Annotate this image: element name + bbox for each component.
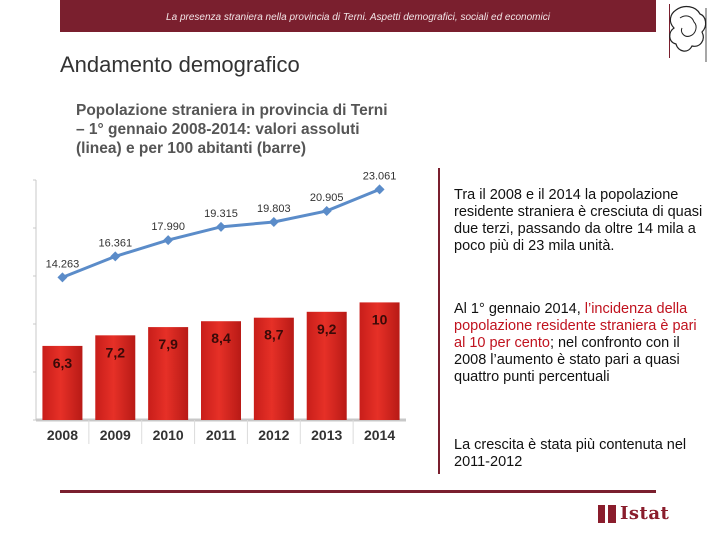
- line-point-2011: [216, 221, 226, 232]
- line-label-2010: 17.990: [151, 221, 185, 233]
- logo-crest: [662, 2, 714, 64]
- line-point-2009: [110, 251, 121, 262]
- paragraph-growth: Tra il 2008 e il 2014 la popolazione res…: [454, 187, 703, 254]
- x-tick-2013: 2013: [311, 427, 342, 443]
- bar-2014: [359, 302, 400, 420]
- paragraph-incidence-tail: ; nel confronto con il 2008 l’aumento è …: [454, 335, 680, 385]
- line-point-2010: [163, 235, 174, 246]
- paragraph-slowdown: La crescita è stata più contenuta nel 20…: [454, 437, 687, 470]
- bar-label-2014: 10: [372, 311, 388, 327]
- bar-2013: [306, 311, 347, 420]
- line-point-2013: [321, 205, 332, 216]
- x-tick-2012: 2012: [258, 427, 289, 443]
- footer-divider: [60, 490, 656, 493]
- line-label-2009: 16.361: [98, 237, 132, 249]
- chart: 6,3 2008 7,2 2009 7,9 2010 8,4 2011 8,7 2012 9,2 20…: [33, 170, 406, 444]
- line-label-2012: 19.803: [257, 203, 291, 215]
- bar-label-2012: 8,7: [264, 327, 284, 343]
- bar-2008: [42, 345, 83, 420]
- istat-logo: Istat: [598, 503, 669, 524]
- bar-label-2009: 7,2: [106, 344, 126, 360]
- header-subtitle: La presenza straniera nella provincia di…: [166, 12, 550, 23]
- line-label-2008: 14.263: [46, 258, 80, 270]
- line-point-2008: [57, 272, 68, 283]
- vertical-divider: [438, 168, 440, 474]
- bar-2009: [95, 335, 136, 420]
- istat-wordmark: Istat: [620, 503, 670, 524]
- line-label-2011: 19.315: [204, 208, 238, 220]
- bar-label-2010: 7,9: [158, 336, 178, 352]
- x-tick-2011: 2011: [206, 427, 237, 443]
- x-tick-2014: 2014: [364, 427, 395, 443]
- x-tick-2010: 2010: [153, 427, 184, 443]
- section-title: Andamento demografico: [60, 52, 300, 77]
- bar-2012: [253, 317, 294, 420]
- bar-2011: [201, 321, 241, 420]
- line-label-2013: 20.905: [310, 192, 344, 204]
- line-point-2014: [374, 184, 385, 195]
- line-point-2012: [268, 216, 279, 227]
- x-tick-2009: 2009: [100, 427, 131, 443]
- bar-label-2008: 6,3: [53, 355, 73, 371]
- bar-label-2013: 9,2: [317, 321, 337, 337]
- x-tick-2008: 2008: [47, 427, 78, 443]
- logo-divider: [669, 4, 670, 58]
- line-label-2014: 23.061: [363, 170, 397, 182]
- header-band: La presenza straniera nella provincia di…: [60, 0, 656, 32]
- paragraph-incidence-highlight: l’incidenza della popolazione residente …: [454, 301, 697, 351]
- istat-mark-icon: [598, 504, 616, 523]
- bar-2010: [148, 327, 189, 420]
- bar-label-2011: 8,4: [211, 330, 231, 346]
- paragraph-incidence-lead: Al 1° gennaio 2014,: [454, 301, 585, 317]
- chart-title: Popolazione straniera in provincia di Te…: [76, 102, 388, 157]
- crest-icon: [669, 5, 707, 62]
- paragraph-incidence: Al 1° gennaio 2014, l’incidenza della po…: [454, 301, 710, 386]
